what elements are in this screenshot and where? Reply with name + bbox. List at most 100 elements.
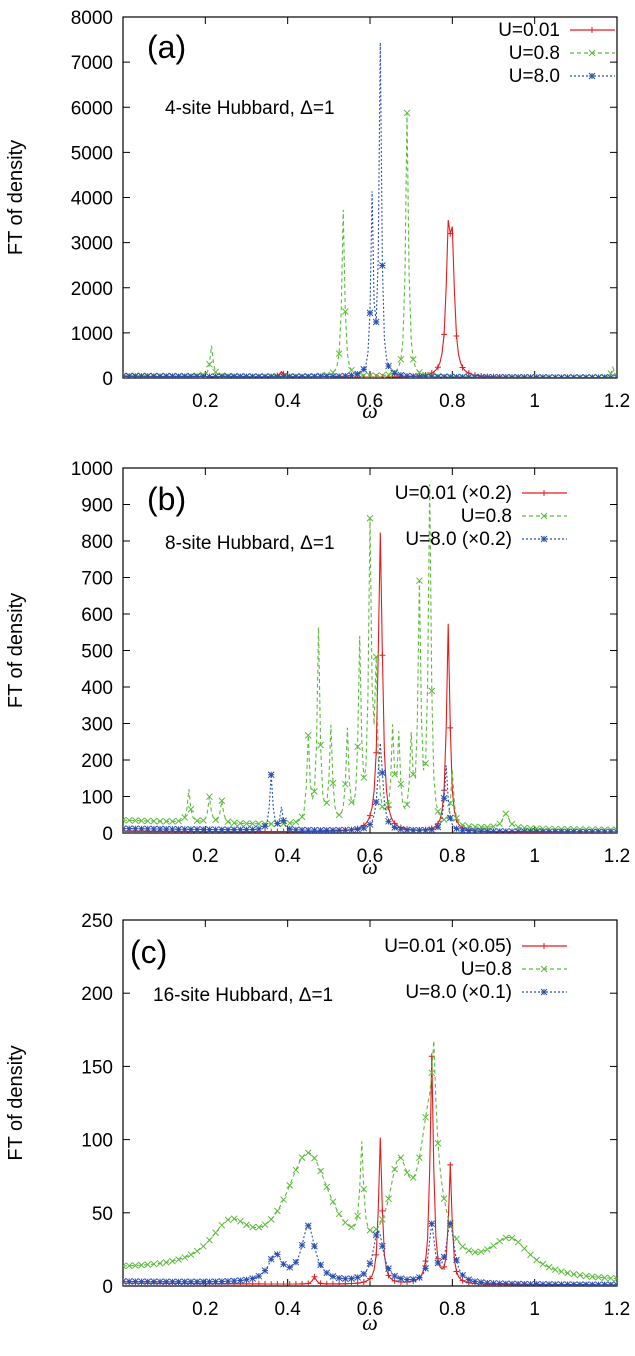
data-point [533, 1280, 541, 1286]
data-point [539, 828, 547, 833]
data-point [268, 1280, 275, 1286]
data-point [292, 826, 300, 833]
data-point [378, 1242, 386, 1250]
data-point [588, 374, 596, 378]
y-tick-label: 50 [92, 1204, 113, 1225]
data-point [360, 372, 368, 378]
data-point [224, 373, 232, 378]
data-point [280, 1281, 287, 1286]
data-point [156, 825, 164, 833]
data-point [138, 372, 145, 378]
data-point [360, 824, 368, 832]
data-point [206, 360, 213, 368]
data-point [601, 1281, 609, 1286]
y-tick-label: 400 [81, 678, 113, 699]
data-point [218, 1221, 226, 1229]
data-point [403, 826, 411, 833]
data-point [150, 1278, 158, 1285]
data-point [348, 372, 355, 378]
data-point [545, 1281, 553, 1286]
data-point [508, 1234, 516, 1242]
data-point [453, 332, 460, 339]
data-point [138, 817, 145, 825]
x-axis-label: ω [362, 1310, 378, 1335]
legend-label: U=0.8 [509, 43, 560, 64]
data-point [169, 373, 176, 378]
data-point [434, 1139, 442, 1147]
series-3 [123, 42, 617, 378]
data-point [206, 373, 213, 378]
data-point [366, 821, 374, 828]
data-point [212, 373, 219, 378]
data-point [162, 1258, 170, 1266]
data-point [422, 1113, 429, 1121]
data-point [274, 1207, 281, 1215]
data-point [496, 1237, 504, 1245]
data-point [391, 824, 399, 831]
x-tick-label: 0.8 [439, 846, 465, 867]
data-point [212, 816, 219, 824]
y-tick-label: 6000 [71, 98, 113, 119]
data-point [286, 1263, 294, 1271]
data-point [125, 825, 133, 833]
data-point [508, 820, 516, 828]
legend-label: U=0.8 [461, 506, 512, 527]
data-point [193, 817, 201, 825]
data-point [267, 771, 275, 779]
x-tick-label: 1.2 [604, 391, 630, 412]
data-point [397, 371, 405, 378]
y-tick-label: 600 [81, 605, 113, 626]
data-point [138, 1261, 145, 1269]
data-point [261, 373, 269, 378]
data-point [403, 801, 411, 808]
data-point [373, 1251, 380, 1258]
data-point [150, 1260, 158, 1268]
data-point [527, 825, 534, 832]
data-point [551, 374, 559, 378]
data-point [175, 1278, 182, 1286]
data-point [304, 1149, 312, 1157]
data-point [385, 801, 392, 809]
data-point [311, 1242, 318, 1250]
data-point [267, 1215, 275, 1223]
legend-label: U=0.01 [498, 20, 560, 41]
data-point [490, 373, 497, 378]
data-point [453, 1268, 460, 1275]
data-point [514, 828, 522, 833]
data-point [385, 817, 392, 825]
data-point [236, 826, 244, 833]
data-point [385, 1272, 392, 1279]
data-point [409, 373, 417, 378]
data-point [428, 1069, 436, 1077]
data-point [274, 373, 281, 378]
data-point [125, 372, 133, 378]
data-point [595, 828, 602, 833]
data-point [175, 1256, 182, 1263]
series-line [123, 1040, 617, 1280]
data-point [527, 1280, 534, 1286]
data-point [193, 373, 201, 378]
legend-label: U=8.0 (×0.1) [405, 982, 512, 1003]
data-point [311, 788, 318, 795]
data-point [613, 1275, 617, 1282]
data-point [262, 828, 269, 833]
data-point [588, 72, 596, 80]
data-point [199, 1242, 207, 1250]
data-point [175, 817, 182, 825]
data-point [199, 817, 207, 824]
data-point [613, 1281, 617, 1286]
data-point [206, 826, 213, 833]
data-point [329, 826, 337, 833]
data-point [286, 825, 294, 833]
data-point [224, 818, 232, 825]
data-point [317, 1280, 324, 1286]
data-point [558, 828, 565, 833]
y-tick-label: 1000 [71, 459, 113, 480]
data-point [428, 1053, 435, 1060]
data-point [366, 1259, 374, 1267]
series-3 [123, 1220, 617, 1286]
y-tick-label: 900 [81, 496, 113, 517]
data-point [280, 1196, 287, 1203]
x-tick-label: 0.4 [274, 846, 301, 867]
